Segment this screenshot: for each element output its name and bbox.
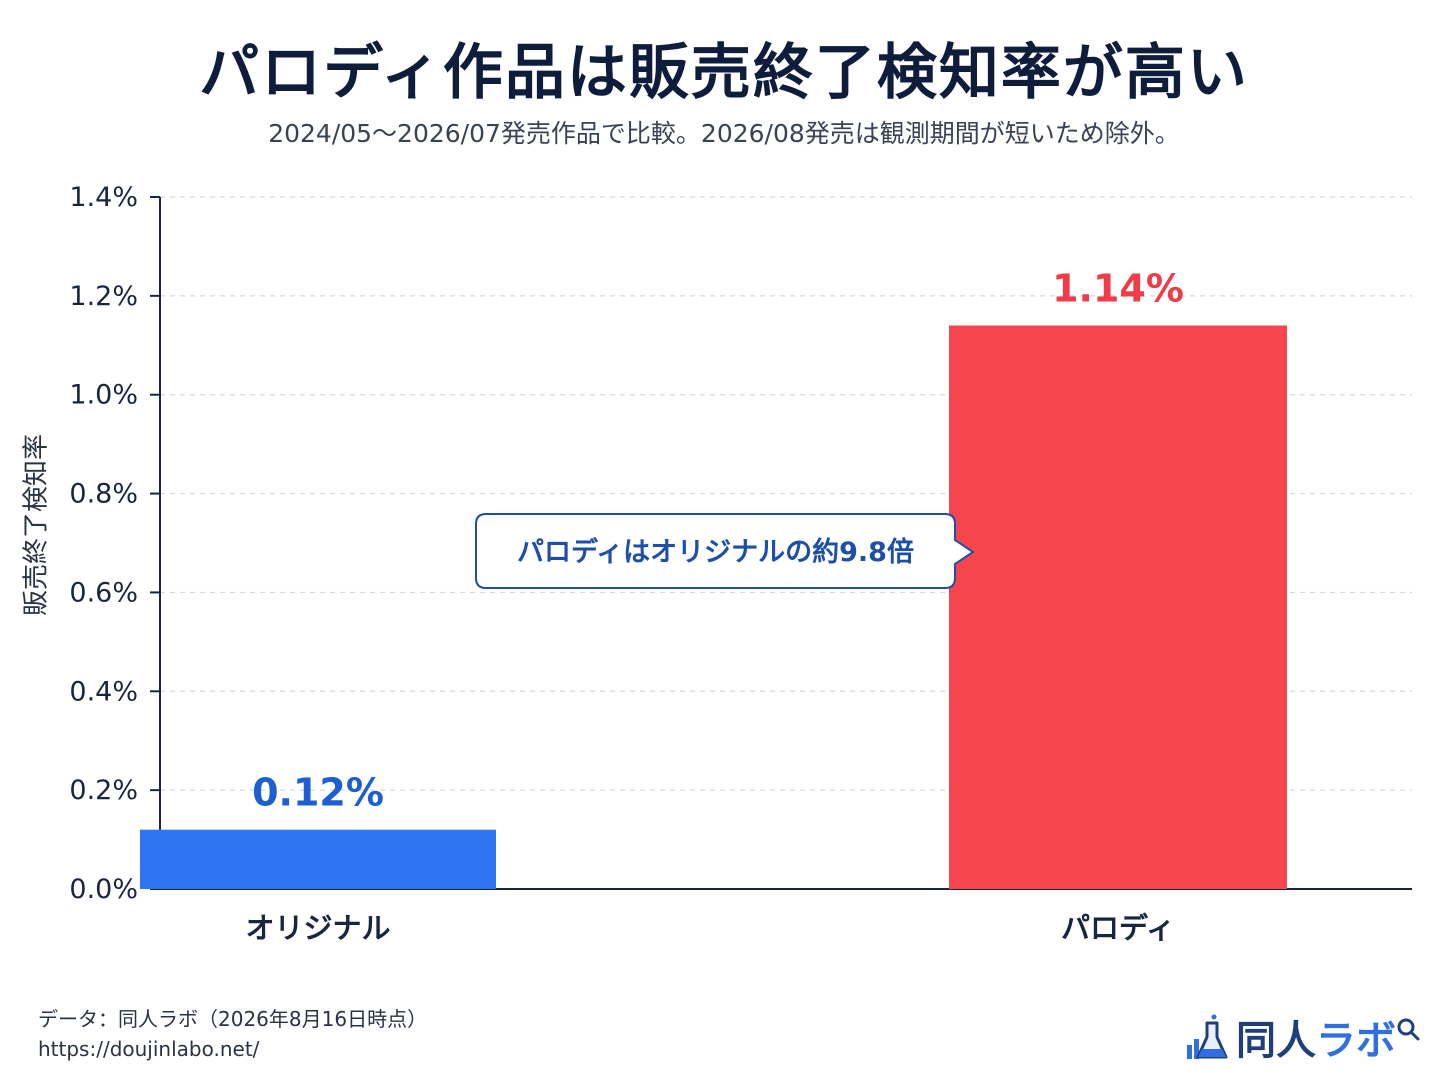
annotation-callout	[475, 513, 975, 589]
bar	[140, 829, 496, 889]
source-text: データ：同人ラボ（2026年8月16日時点）	[38, 1007, 428, 1031]
logo-text-accent: ラボ	[1316, 1018, 1396, 1064]
y-tick-label: 0.6%	[69, 577, 138, 608]
x-tick-label: パロディ	[1061, 911, 1175, 945]
magnifier-icon	[1397, 1018, 1420, 1041]
flask-icon	[1196, 1014, 1228, 1059]
y-tick-label: 1.4%	[69, 182, 138, 213]
logo-text: 同人ラボ	[1236, 1008, 1396, 1066]
source-url: https://doujinlabo.net/	[38, 1037, 260, 1061]
y-tick-label: 0.4%	[69, 676, 138, 707]
y-tick-label: 1.2%	[69, 281, 138, 312]
logo: 同人ラボ	[1186, 1008, 1422, 1066]
y-tick-label: 1.0%	[69, 380, 138, 411]
x-tick-label: オリジナル	[245, 911, 390, 945]
y-tick-label: 0.0%	[69, 874, 138, 905]
logo-icon	[1187, 1014, 1228, 1059]
bar	[949, 325, 1287, 889]
source-note: データ：同人ラボ（2026年8月16日時点） https://doujinlab…	[38, 1004, 427, 1064]
bar-chart-icon	[1187, 1039, 1199, 1059]
bar-value-label: 0.12%	[252, 771, 384, 815]
chart-title: パロディ作品は販売終了検知率が高い	[199, 38, 1249, 108]
bar-chart: 0.0% 0.2% 0.4% 0.6% 0.8% 1.0% 1.2% 1.4% 0.12% オリジ…	[69, 182, 1412, 945]
bar-value-label: 1.14%	[1052, 267, 1184, 311]
logo-text-main: 同人	[1236, 1018, 1316, 1064]
y-tick-label: 0.2%	[69, 775, 138, 806]
chart-subtitle: 2024/05〜2026/07発売作品で比較。2026/08発売は観測期間が短い…	[268, 119, 1180, 148]
annotation-text: パロディはオリジナルの約9.8倍	[517, 536, 914, 568]
y-tick-label: 0.8%	[69, 479, 138, 510]
